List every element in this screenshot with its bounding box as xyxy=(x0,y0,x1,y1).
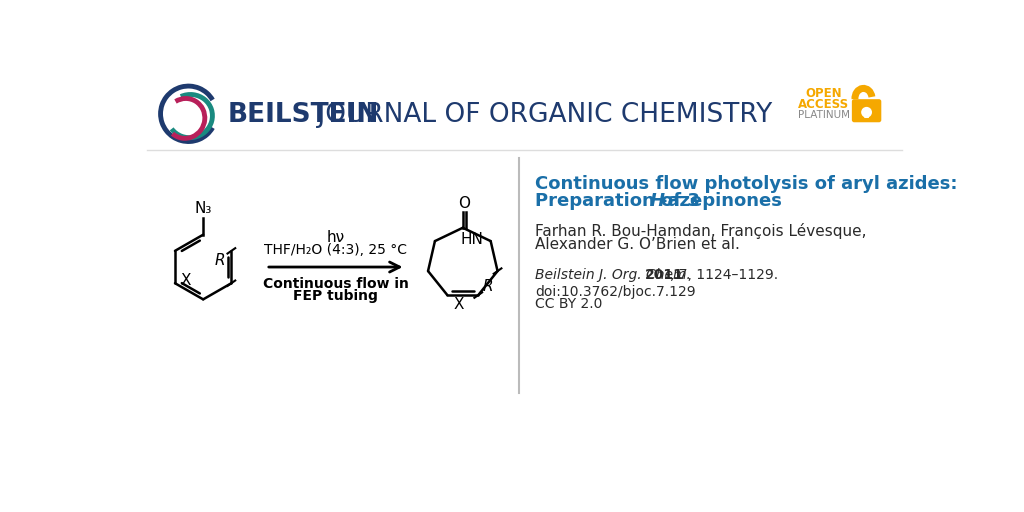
Text: Alexander G. O’Brien et al.: Alexander G. O’Brien et al. xyxy=(535,237,739,252)
Text: O: O xyxy=(459,196,470,211)
Text: X: X xyxy=(180,273,190,288)
Text: Farhan R. Bou-Hamdan, François Lévesque,: Farhan R. Bou-Hamdan, François Lévesque, xyxy=(535,223,866,239)
Text: JOURNAL OF ORGANIC CHEMISTRY: JOURNAL OF ORGANIC CHEMISTRY xyxy=(309,102,772,129)
Text: ACCESS: ACCESS xyxy=(799,98,850,111)
Text: THF/H₂O (4:3), 25 °C: THF/H₂O (4:3), 25 °C xyxy=(264,243,408,257)
FancyBboxPatch shape xyxy=(852,99,882,122)
Text: H: H xyxy=(649,193,665,210)
Text: R: R xyxy=(483,279,494,294)
Text: Preparation of 3: Preparation of 3 xyxy=(535,193,699,210)
Text: HN: HN xyxy=(460,232,483,247)
FancyBboxPatch shape xyxy=(864,111,869,118)
Text: Beilstein J. Org. Chem.: Beilstein J. Org. Chem. xyxy=(535,268,691,282)
Text: R: R xyxy=(215,253,225,268)
Text: BEILSTEIN: BEILSTEIN xyxy=(227,102,379,129)
Text: Continuous flow photolysis of aryl azides:: Continuous flow photolysis of aryl azide… xyxy=(535,175,957,193)
Text: -azepinones: -azepinones xyxy=(659,193,781,210)
Text: Continuous flow in: Continuous flow in xyxy=(263,277,409,291)
Text: FEP tubing: FEP tubing xyxy=(293,289,378,303)
Text: , 7, 1124–1129.: , 7, 1124–1129. xyxy=(671,268,778,282)
Text: X: X xyxy=(454,296,464,312)
Text: 2011: 2011 xyxy=(645,268,684,282)
Text: N₃: N₃ xyxy=(195,201,212,216)
Text: CC BY 2.0: CC BY 2.0 xyxy=(535,297,602,311)
Text: hν: hν xyxy=(327,230,345,245)
Text: OPEN: OPEN xyxy=(806,87,843,100)
Text: PLATINUM: PLATINUM xyxy=(798,111,850,120)
Circle shape xyxy=(861,107,872,118)
Text: doi:10.3762/bjoc.7.129: doi:10.3762/bjoc.7.129 xyxy=(535,285,695,298)
